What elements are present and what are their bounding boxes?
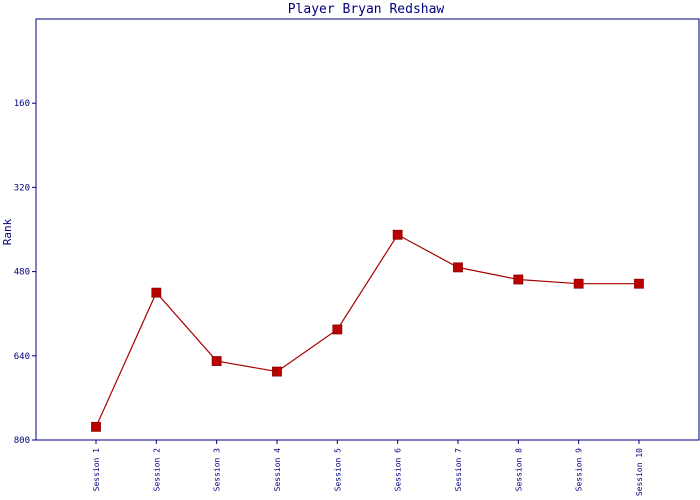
y-tick-label: 800 (14, 436, 30, 446)
data-point-marker (211, 356, 222, 366)
y-tick-label: 640 (14, 352, 30, 362)
data-point-marker (392, 229, 403, 240)
ticks-layer: 160 320 480 640 800 Session 1 Session 2 Session… (14, 99, 644, 496)
data-point-marker (453, 262, 463, 273)
x-tick-label: Session 8 (514, 448, 523, 492)
series-layer (91, 229, 644, 432)
x-tick-label: Session 9 (575, 448, 584, 492)
x-tick-label: Session 5 (333, 448, 342, 492)
x-tick-label: Session 3 (213, 448, 222, 492)
x-tick-label: Session 6 (394, 448, 403, 492)
chart-title: Player Bryan Redshaw (288, 2, 445, 17)
x-tick-label: Session 4 (273, 448, 282, 492)
x-tick-label: Session 1 (92, 448, 101, 492)
x-tick-label: Session 7 (454, 448, 463, 492)
plot-frame (35, 18, 700, 441)
series-line (95, 233, 639, 428)
data-point-marker (151, 287, 162, 298)
y-axis-label: Rank (1, 218, 14, 245)
data-point-marker (272, 366, 282, 377)
data-point-marker (513, 274, 524, 285)
y-tick-label: 480 (14, 268, 30, 278)
data-point-marker (332, 324, 343, 335)
data-point-marker (634, 278, 644, 289)
data-point-marker (91, 421, 101, 432)
x-tick-label: Session 2 (152, 448, 161, 492)
x-tick-label: Session 10 (635, 448, 644, 496)
y-tick-label: 160 (14, 99, 30, 109)
data-point-marker (573, 278, 584, 289)
y-tick-label: 320 (14, 183, 30, 193)
